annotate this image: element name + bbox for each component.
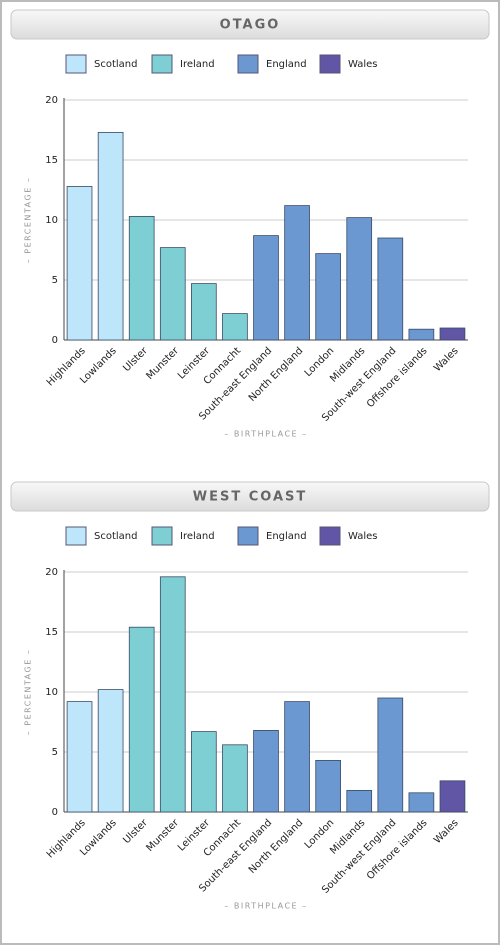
bar <box>253 235 279 341</box>
legend-swatch <box>151 54 173 74</box>
bar <box>408 328 435 341</box>
bar <box>284 205 310 341</box>
legend-label: Ireland <box>180 59 215 70</box>
bar <box>191 731 217 813</box>
x-tick-label: Offshore islands <box>365 817 430 882</box>
y-tick-label: 0 <box>52 807 58 818</box>
legend-label: Wales <box>348 531 378 542</box>
bar <box>284 701 310 813</box>
chart: WEST COAST Scotland Ireland England Wales 0 5… <box>10 481 490 911</box>
chart-title: OTAGO <box>220 18 281 33</box>
bar <box>315 759 341 813</box>
x-tick-label: Offshore islands <box>365 345 430 410</box>
legend-swatch <box>319 526 341 546</box>
x-tick-label: Ulster <box>121 345 150 374</box>
y-tick-label: 15 <box>45 627 58 638</box>
x-tick-label: Ulster <box>121 817 150 846</box>
title-bar <box>10 9 490 40</box>
legend-label: England <box>266 59 307 70</box>
bar <box>97 131 124 341</box>
legend-label: Ireland <box>180 531 215 542</box>
bar <box>128 626 155 813</box>
legend-label: Scotland <box>94 531 137 542</box>
x-tick-label: Wales <box>432 345 461 374</box>
y-tick-label: 0 <box>52 335 58 346</box>
x-axis-label: – BIRTHPLACE – <box>224 902 307 911</box>
y-tick-label: 20 <box>45 567 58 578</box>
title-bar <box>10 481 490 512</box>
y-tick-label: 20 <box>45 95 58 106</box>
legend-swatch <box>237 526 259 546</box>
bar <box>97 689 124 813</box>
chart-title: WEST COAST <box>193 490 308 505</box>
bar <box>222 313 248 341</box>
bar <box>159 576 186 813</box>
legend-label: Scotland <box>94 59 137 70</box>
bar <box>377 697 404 813</box>
y-tick-label: 10 <box>45 687 58 698</box>
bar <box>439 780 466 813</box>
bar <box>66 185 93 341</box>
bar <box>128 215 155 341</box>
x-tick-label: Wales <box>432 817 461 846</box>
legend-swatch <box>319 54 341 74</box>
chart: OTAGO Scotland Ireland England Wales 0 5 10 15 2… <box>10 9 490 439</box>
bar <box>253 729 279 813</box>
y-axis-label: – PERCENTAGE – <box>24 177 33 264</box>
x-tick-label: Munster <box>144 345 181 382</box>
bar <box>315 253 341 341</box>
legend-swatch <box>237 54 259 74</box>
bar <box>66 701 93 813</box>
bar <box>222 744 248 813</box>
bar <box>408 792 435 813</box>
legend-swatch <box>65 526 87 546</box>
y-axis-label: – PERCENTAGE – <box>24 649 33 736</box>
bar <box>439 327 466 341</box>
legend-label: Wales <box>348 59 378 70</box>
bar <box>346 217 373 341</box>
bar <box>377 237 404 341</box>
legend-swatch <box>65 54 87 74</box>
y-tick-label: 5 <box>52 275 58 286</box>
x-tick-label: Munster <box>144 817 181 854</box>
y-tick-label: 5 <box>52 747 58 758</box>
bar <box>191 283 217 341</box>
bar <box>346 789 373 813</box>
legend-label: England <box>266 531 307 542</box>
y-tick-label: 10 <box>45 215 58 226</box>
y-tick-label: 15 <box>45 155 58 166</box>
bar <box>159 247 186 341</box>
x-tick-label: North England <box>247 345 306 404</box>
x-tick-label: North England <box>247 817 306 876</box>
x-axis-label: – BIRTHPLACE – <box>224 430 307 439</box>
legend-swatch <box>151 526 173 546</box>
